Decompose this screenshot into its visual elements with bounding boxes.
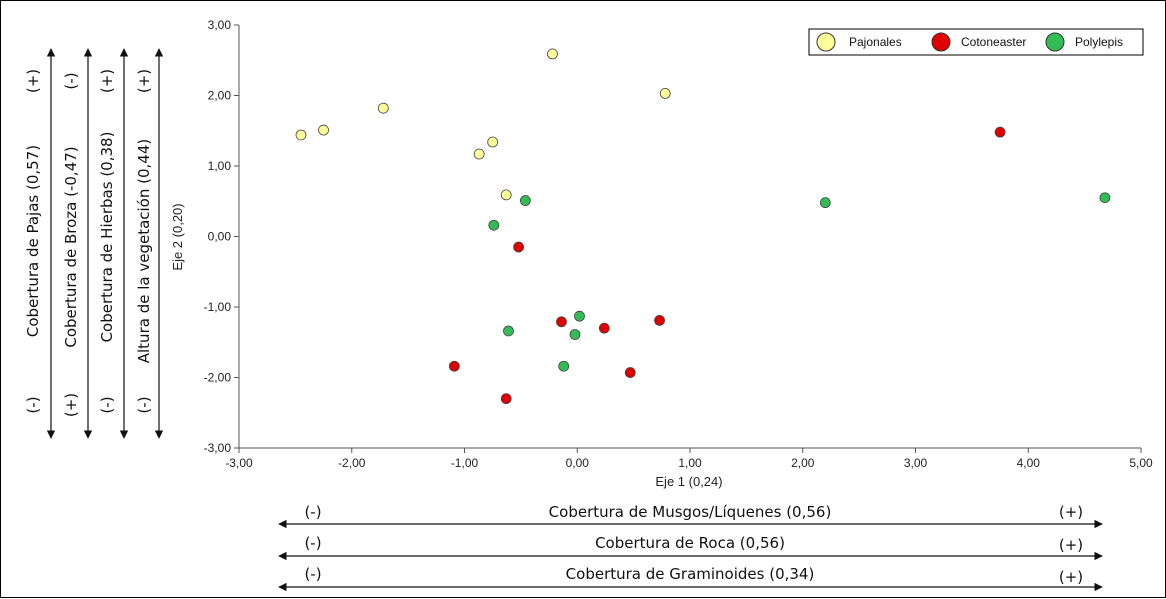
vector-graminoides-left-sign: (-) bbox=[304, 565, 321, 583]
vector-graminoides-label: Cobertura de Graminoides (0,34) bbox=[566, 565, 815, 583]
x-tick-label: 5,00 bbox=[1129, 456, 1153, 470]
vector-pajas-bottom-sign: (-) bbox=[24, 396, 42, 413]
x-tick-label: -3,00 bbox=[225, 456, 253, 470]
point-pajonales bbox=[659, 87, 671, 99]
point-cotoneaster bbox=[654, 314, 665, 326]
y-axis-label: Eje 2 (0,20) bbox=[170, 203, 185, 270]
x-tick-label: 3,00 bbox=[904, 456, 928, 470]
legend-label-pajonales: Pajonales bbox=[849, 35, 902, 49]
y-tick-label: -3,00 bbox=[204, 441, 232, 455]
vector-hierbas-bottom-sign: (-) bbox=[98, 396, 116, 413]
bottom-vectors: (-) Cobertura de Musgos/Líquenes (0,56) … bbox=[278, 503, 1103, 592]
point-polylepis bbox=[574, 310, 585, 322]
point-cotoneaster bbox=[513, 241, 525, 253]
y-tick-label: -1,00 bbox=[204, 300, 232, 314]
point-cotoneaster bbox=[624, 367, 636, 378]
vector-musgos: (-) Cobertura de Musgos/Líquenes (0,56) … bbox=[278, 503, 1103, 529]
vector-hierbas-label: Cobertura de Hierbas (0,38) bbox=[98, 132, 116, 343]
point-cotoneaster bbox=[500, 393, 512, 405]
vector-broza-bottom-sign: (+) bbox=[62, 393, 80, 417]
vector-altura-label: Altura de la vegetación (0,44) bbox=[135, 139, 153, 364]
left-vectors: (+) Cobertura de Pajas (0,57) (-) (-) Co… bbox=[24, 48, 164, 439]
plot-axes bbox=[238, 25, 1141, 449]
vector-roca: (-) Cobertura de Roca (0,56) (+) bbox=[278, 534, 1103, 561]
y-tick-label: 3,00 bbox=[208, 18, 232, 32]
y-tick-label: 0,00 bbox=[208, 230, 232, 244]
vector-musgos-right-sign: (+) bbox=[1059, 503, 1083, 521]
vector-hierbas: (+) Cobertura de Hierbas (0,38) (-) bbox=[98, 48, 129, 439]
vector-roca-left-sign: (-) bbox=[304, 534, 321, 552]
vector-broza-top-sign: (-) bbox=[62, 72, 80, 89]
vector-altura: (+) Altura de la vegetación (0,44) (-) bbox=[135, 48, 164, 439]
y-axis-ticks: -3,00 -2,00 -1,00 0,00 1,00 2,00 3,00 bbox=[204, 18, 239, 455]
vector-roca-label: Cobertura de Roca (0,56) bbox=[595, 534, 785, 552]
data-points bbox=[295, 48, 1111, 405]
point-cotoneaster bbox=[556, 316, 567, 328]
point-pajonales bbox=[473, 148, 485, 160]
legend-marker-polylepis bbox=[1045, 32, 1065, 52]
vector-hierbas-top-sign: (+) bbox=[98, 69, 116, 93]
vector-pajas-label: Cobertura de Pajas (0,57) bbox=[24, 145, 42, 337]
point-cotoneaster bbox=[448, 360, 460, 372]
vector-pajas-top-sign: (+) bbox=[24, 69, 42, 93]
x-tick-label: 0,00 bbox=[566, 456, 590, 470]
x-axis-ticks: -3,00 -2,00 -1,00 0,00 1,00 2,00 3,00 4,00 5,00 bbox=[225, 448, 1153, 470]
vector-altura-top-sign: (+) bbox=[135, 69, 153, 93]
legend: Pajonales Cotoneaster Polylepis bbox=[808, 28, 1144, 56]
vector-altura-bottom-sign: (-) bbox=[135, 396, 153, 413]
vector-graminoides-right-sign: (+) bbox=[1059, 568, 1083, 586]
point-polylepis bbox=[503, 325, 514, 337]
vector-pajas: (+) Cobertura de Pajas (0,57) (-) bbox=[24, 48, 56, 439]
vector-musgos-left-sign: (-) bbox=[304, 503, 321, 521]
x-tick-label: -2,00 bbox=[338, 456, 366, 470]
legend-label-cotoneaster: Cotoneaster bbox=[961, 35, 1026, 49]
vector-roca-right-sign: (+) bbox=[1059, 536, 1083, 554]
point-cotoneaster bbox=[994, 126, 1006, 138]
x-tick-label: 1,00 bbox=[678, 456, 702, 470]
point-polylepis bbox=[488, 219, 500, 231]
y-tick-label: 2,00 bbox=[208, 89, 232, 103]
point-polylepis bbox=[819, 197, 831, 209]
x-axis-label: Eje 1 (0,24) bbox=[655, 474, 722, 489]
point-polylepis bbox=[558, 360, 570, 372]
point-pajonales bbox=[295, 129, 307, 141]
vector-graminoides: (-) Cobertura de Graminoides (0,34) (+) bbox=[278, 565, 1103, 592]
point-pajonales bbox=[487, 136, 499, 148]
legend-marker-cotoneaster bbox=[931, 32, 951, 52]
point-polylepis bbox=[1099, 192, 1111, 204]
point-pajonales bbox=[377, 102, 389, 114]
x-tick-label: 4,00 bbox=[1017, 456, 1041, 470]
vector-musgos-label: Cobertura de Musgos/Líquenes (0,56) bbox=[549, 503, 832, 521]
y-tick-label: -2,00 bbox=[204, 371, 232, 385]
point-pajonales bbox=[547, 48, 558, 60]
point-polylepis bbox=[569, 329, 581, 340]
point-cotoneaster bbox=[598, 322, 610, 334]
point-polylepis bbox=[519, 195, 531, 206]
point-pajonales bbox=[318, 124, 329, 136]
point-pajonales bbox=[500, 189, 512, 201]
y-tick-label: 1,00 bbox=[208, 159, 232, 173]
vector-broza: (-) Cobertura de Broza (-0,47) (+) bbox=[62, 48, 93, 439]
x-tick-label: -1,00 bbox=[451, 456, 479, 470]
vector-broza-label: Cobertura de Broza (-0,47) bbox=[62, 146, 80, 347]
legend-box bbox=[808, 28, 1144, 56]
legend-label-polylepis: Polylepis bbox=[1075, 35, 1123, 49]
x-tick-label: 2,00 bbox=[791, 456, 815, 470]
legend-marker-pajonales bbox=[816, 32, 836, 52]
